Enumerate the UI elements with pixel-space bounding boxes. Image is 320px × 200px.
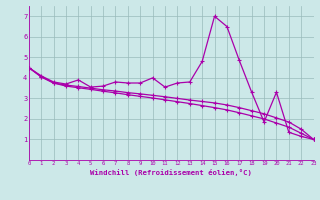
X-axis label: Windchill (Refroidissement éolien,°C): Windchill (Refroidissement éolien,°C) — [90, 169, 252, 176]
